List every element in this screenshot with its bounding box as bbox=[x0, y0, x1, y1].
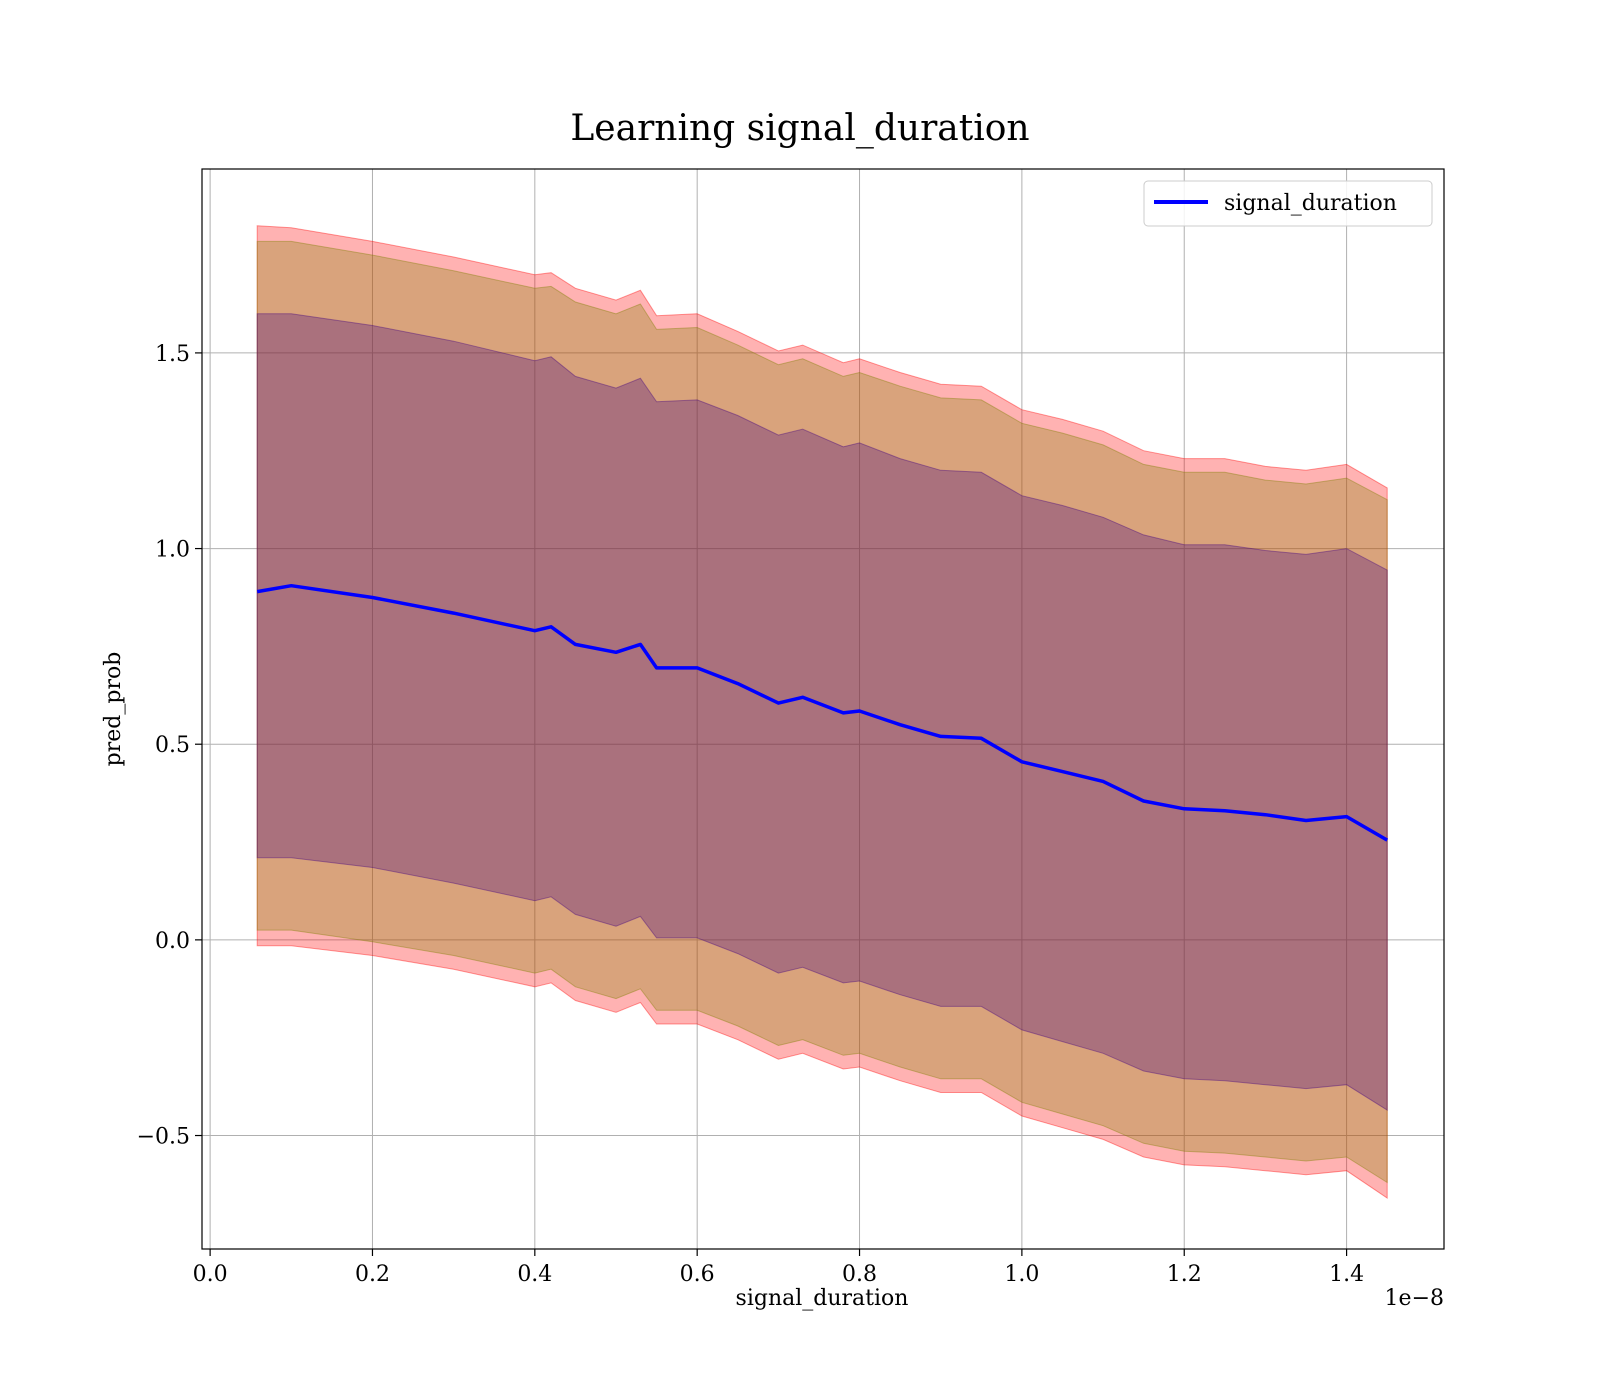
x-tick-label: 1.2 bbox=[1167, 1262, 1202, 1287]
x-tick-label: 0.0 bbox=[193, 1262, 228, 1287]
x-axis-label: signal_duration bbox=[736, 1286, 909, 1311]
x-tick-label: 0.2 bbox=[355, 1262, 390, 1287]
y-axis-ticks: −0.5 0.0 0.5 1.0 1.5 bbox=[137, 342, 202, 1150]
x-tick-label: 0.6 bbox=[680, 1262, 715, 1287]
y-axis-label: pred_prob bbox=[101, 652, 126, 767]
y-tick-label: 0.0 bbox=[155, 929, 190, 954]
legend-label: signal_duration bbox=[1224, 191, 1397, 216]
series-line-signal-duration bbox=[256, 583, 1389, 842]
confidence-band-1 bbox=[256, 225, 1388, 1200]
y-tick-label: 0.5 bbox=[155, 733, 190, 758]
y-tick-label: −0.5 bbox=[137, 1125, 190, 1150]
x-tick-label: 1.4 bbox=[1329, 1262, 1364, 1287]
y-tick-label: 1.0 bbox=[155, 538, 190, 563]
x-axis-ticks: 0.0 0.2 0.4 0.6 0.8 1.0 1.2 1.4 bbox=[193, 1249, 1364, 1287]
x-tick-label: 1.0 bbox=[1004, 1262, 1039, 1287]
series-lines bbox=[256, 583, 1389, 842]
legend-box bbox=[1143, 180, 1433, 227]
chart-title: Learning signal_duration bbox=[570, 108, 1029, 149]
grid bbox=[202, 169, 1444, 1249]
x-tick-label: 0.8 bbox=[842, 1262, 877, 1287]
plot-frame bbox=[201, 168, 1445, 1250]
legend: signal_duration bbox=[1143, 180, 1433, 227]
confidence-band-2 bbox=[256, 240, 1388, 1184]
x-tick-label: 0.4 bbox=[517, 1262, 552, 1287]
y-tick-label: 1.5 bbox=[155, 342, 190, 367]
confidence-band-3 bbox=[256, 313, 1388, 1112]
confidence-bands bbox=[256, 225, 1388, 1200]
x-axis-offset-text: 1e−8 bbox=[1385, 1286, 1444, 1311]
